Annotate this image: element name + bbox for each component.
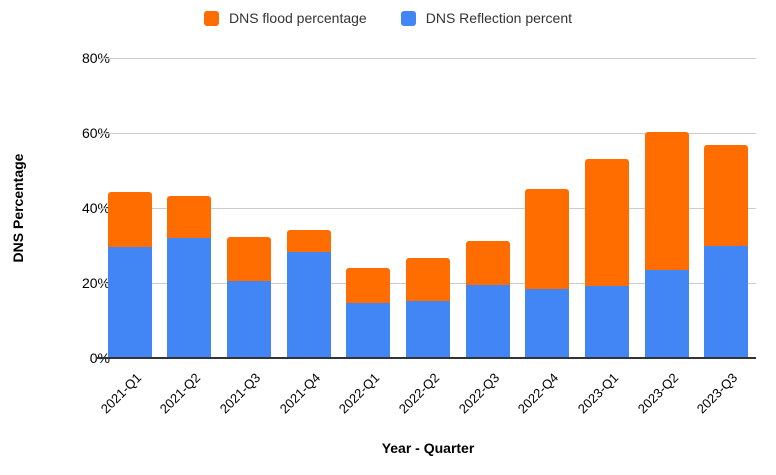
reflection-series-swatch-icon [400, 10, 416, 26]
x-label-cell: 2022-Q1 [336, 360, 399, 430]
x-tick-label: 2022-Q3 [455, 370, 502, 417]
x-tick-label: 2022-Q1 [336, 370, 383, 417]
y-tick-label: 80% [81, 50, 110, 66]
x-tick-label: 2022-Q4 [515, 370, 562, 417]
bar-segment-reflection-2021-Q3[interactable] [227, 281, 272, 358]
legend-label-flood: DNS flood percentage [228, 10, 367, 26]
x-tick-label: 2023-Q3 [694, 370, 741, 417]
bar-segment-reflection-2022-Q2[interactable] [406, 300, 451, 358]
bar-stack [704, 144, 749, 358]
y-tick-label: 20% [81, 275, 110, 291]
gridline-80 [100, 58, 756, 59]
bar-stack [406, 258, 451, 358]
legend-label-reflection: DNS Reflection percent [425, 10, 573, 26]
bar-segment-flood-2022-Q2[interactable] [406, 258, 451, 301]
bar-group-2021-Q2 [160, 58, 220, 358]
bar-group-2022-Q3 [458, 58, 518, 358]
bar-group-2022-Q4 [517, 58, 577, 358]
gridline-40 [100, 208, 756, 209]
bar-stack [346, 267, 391, 358]
bar-group-2022-Q1 [339, 58, 399, 358]
legend-item-dns-flood[interactable]: DNS flood percentage [203, 10, 367, 26]
bar-stack [286, 229, 331, 358]
bar-segment-flood-2023-Q1[interactable] [584, 158, 629, 286]
bar-segment-flood-2021-Q1[interactable] [107, 191, 152, 248]
bar-group-2023-Q2 [637, 58, 697, 358]
bar-group-2022-Q2 [398, 58, 458, 358]
bar-group-2021-Q1 [100, 58, 160, 358]
bar-stack [107, 191, 152, 358]
bar-stack [465, 241, 510, 358]
x-label-cell: 2021-Q3 [216, 360, 279, 430]
bar-segment-flood-2021-Q3[interactable] [227, 236, 272, 282]
bar-segment-reflection-2022-Q1[interactable] [346, 302, 391, 358]
chart-legend: DNS flood percentage DNS Reflection perc… [0, 10, 776, 26]
bar-stack [584, 158, 629, 358]
y-tick-label: 60% [81, 125, 110, 141]
bar-segment-reflection-2022-Q3[interactable] [465, 284, 510, 358]
gridline-60 [100, 133, 756, 134]
bar-segment-reflection-2023-Q2[interactable] [644, 270, 689, 358]
x-label-cell: 2023-Q1 [574, 360, 637, 430]
bars-row [100, 58, 756, 358]
bar-segment-flood-2021-Q2[interactable] [167, 196, 212, 239]
x-axis-tick-labels: 2021-Q1 2021-Q2 2021-Q3 2021-Q4 2022-Q1 2022-… [97, 360, 756, 430]
bar-segment-reflection-2022-Q4[interactable] [525, 289, 570, 358]
x-axis-title: Year - Quarter [381, 440, 475, 456]
bar-group-2021-Q3 [219, 58, 279, 358]
bar-group-2023-Q3 [696, 58, 756, 358]
bar-segment-flood-2022-Q1[interactable] [346, 267, 391, 303]
x-tick-label: 2021-Q2 [157, 370, 204, 417]
bar-group-2023-Q1 [577, 58, 637, 358]
bar-segment-flood-2022-Q3[interactable] [465, 241, 510, 285]
bar-stack [644, 131, 689, 358]
x-label-cell: 2022-Q3 [455, 360, 518, 430]
bar-stack [525, 189, 570, 358]
x-label-cell: 2023-Q3 [694, 360, 756, 430]
x-tick-label: 2023-Q2 [634, 370, 681, 417]
y-tick-label: 40% [81, 200, 110, 216]
x-label-cell: 2021-Q1 [97, 360, 160, 430]
x-tick-label: 2021-Q3 [216, 370, 264, 417]
bar-stack [227, 236, 272, 358]
bar-segment-reflection-2021-Q4[interactable] [286, 251, 331, 358]
bar-segment-flood-2023-Q2[interactable] [644, 131, 689, 271]
x-tick-label: 2022-Q2 [395, 370, 443, 417]
x-label-cell: 2022-Q2 [395, 360, 458, 430]
flood-series-swatch-icon [203, 10, 219, 26]
x-tick-label: 2021-Q4 [276, 370, 323, 417]
legend-item-dns-reflection[interactable]: DNS Reflection percent [400, 10, 573, 26]
x-label-cell: 2023-Q2 [634, 360, 697, 430]
x-tick-label: 2023-Q1 [574, 370, 622, 417]
bar-segment-reflection-2021-Q1[interactable] [107, 247, 152, 358]
bar-segment-reflection-2023-Q3[interactable] [704, 245, 749, 358]
bar-segment-flood-2023-Q3[interactable] [704, 144, 749, 246]
y-axis-title: DNS Percentage [10, 153, 26, 263]
plot-area [96, 58, 756, 359]
x-label-cell: 2021-Q4 [276, 360, 339, 430]
x-tick-label: 2021-Q1 [97, 370, 145, 417]
x-axis-line [96, 357, 756, 359]
bar-segment-reflection-2023-Q1[interactable] [584, 285, 629, 358]
x-label-cell: 2021-Q2 [157, 360, 220, 430]
x-label-cell: 2022-Q4 [515, 360, 577, 430]
bar-segment-flood-2021-Q4[interactable] [286, 229, 331, 252]
bar-segment-reflection-2021-Q2[interactable] [167, 238, 212, 358]
bar-group-2021-Q4 [279, 58, 339, 358]
bar-segment-flood-2022-Q4[interactable] [525, 189, 570, 290]
bar-stack [167, 196, 212, 358]
